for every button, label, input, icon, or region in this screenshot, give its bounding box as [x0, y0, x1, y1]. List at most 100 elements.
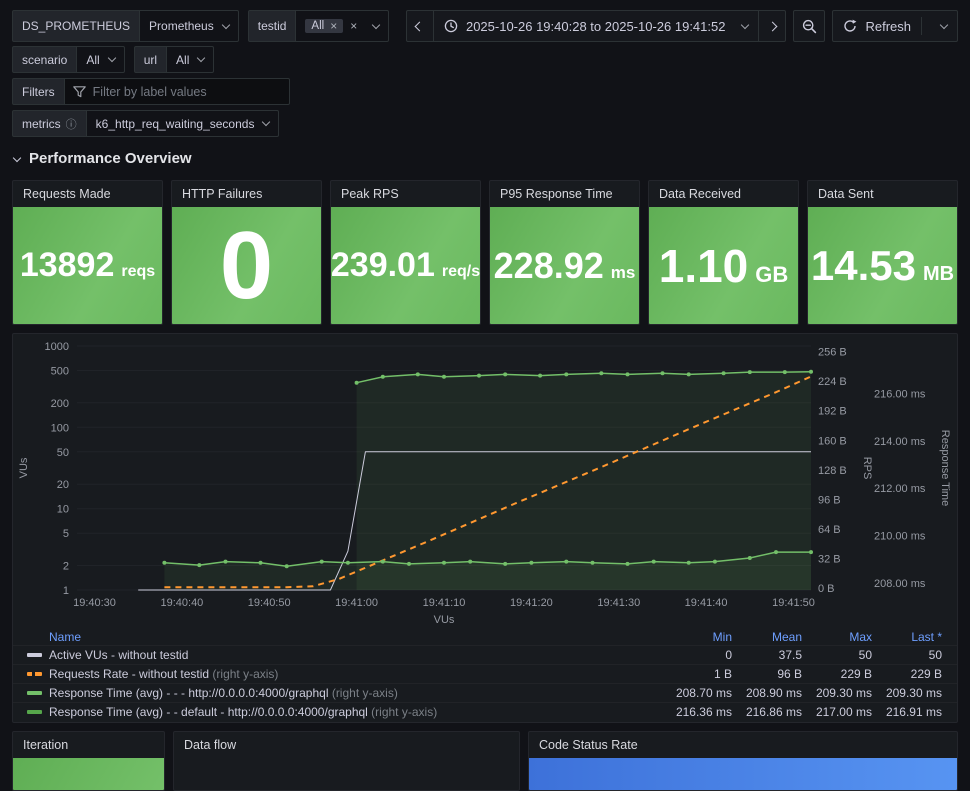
- stat-panel-p95-response-time: P95 Response Time 228.92 ms: [489, 180, 640, 325]
- var-label-ds-prometheus: DS_PROMETHEUS: [12, 10, 141, 42]
- svg-text:19:41:50: 19:41:50: [772, 597, 815, 609]
- clear-selection-icon[interactable]: ×: [350, 19, 358, 33]
- svg-text:10: 10: [57, 504, 69, 516]
- filter-funnel-icon: [72, 85, 86, 97]
- series-name: Response Time (avg) - - default - http:/…: [49, 705, 368, 719]
- stat-value: 228.92: [493, 244, 604, 286]
- svg-text:19:40:30: 19:40:30: [73, 597, 116, 609]
- svg-text:1000: 1000: [45, 341, 69, 353]
- var-select-testid[interactable]: All × ×: [295, 10, 390, 42]
- legend-col-mean[interactable]: Mean: [771, 629, 802, 644]
- panel-code-status-rate: Code Status Rate: [528, 731, 958, 791]
- chevron-down-icon: [221, 20, 230, 29]
- svg-text:19:40:40: 19:40:40: [160, 597, 203, 609]
- svg-text:210.00 ms: 210.00 ms: [874, 531, 926, 543]
- filters-input-box[interactable]: [63, 78, 290, 105]
- var-select-url[interactable]: All: [166, 46, 215, 73]
- svg-text:0 B: 0 B: [818, 583, 835, 595]
- svg-text:50: 50: [57, 447, 69, 459]
- stat-panel-http-failures: HTTP Failures 0: [171, 180, 322, 325]
- legend-min: 216.36 ms: [675, 705, 732, 719]
- svg-text:500: 500: [51, 366, 69, 378]
- stat-unit: req/s: [441, 263, 481, 280]
- svg-text:VUs: VUs: [18, 457, 30, 478]
- panel-title[interactable]: Peak RPS: [331, 181, 480, 207]
- iteration-stat-body: [13, 758, 164, 790]
- panel-title[interactable]: HTTP Failures: [172, 181, 321, 207]
- var-group-datasource: DS_PROMETHEUS Prometheus: [12, 10, 239, 42]
- svg-text:200: 200: [51, 398, 69, 410]
- testid-selected-chip[interactable]: All ×: [305, 19, 344, 33]
- panel-title[interactable]: Iteration: [13, 732, 164, 758]
- panel-title[interactable]: Data Received: [649, 181, 798, 207]
- series-color-swatch: [27, 653, 42, 657]
- panel-title[interactable]: Data Sent: [808, 181, 957, 207]
- svg-text:212.00 ms: 212.00 ms: [874, 483, 926, 495]
- refresh-button[interactable]: Refresh: [832, 10, 958, 42]
- timeseries-svg[interactable]: 1 2 5 10 20 50 100 200 500 1000 0 B 32 B 64 B 96 B 128…: [13, 334, 958, 628]
- legend-col-min[interactable]: Min: [712, 629, 732, 644]
- top-controls-row: DS_PROMETHEUS Prometheus testid All × × …: [12, 10, 958, 42]
- legend-row-requests-rate[interactable]: Requests Rate - without testid (right y-…: [13, 664, 957, 683]
- legend-last: 229 B: [910, 667, 942, 681]
- panel-title[interactable]: P95 Response Time: [490, 181, 639, 207]
- metrics-row: metrics ⓘ k6_http_req_waiting_seconds: [12, 110, 958, 137]
- filter-by-label-input[interactable]: [92, 84, 281, 99]
- panel-title-text: Data flow: [184, 738, 237, 752]
- stat-body: 228.92 ms: [490, 207, 639, 324]
- stat-value: 1.10: [658, 239, 749, 292]
- chart-legend: Name Min Mean Max Last * Active VUs - wi…: [13, 628, 957, 721]
- svg-text:1: 1: [63, 585, 69, 597]
- panel-title-text: Requests Made: [23, 187, 111, 201]
- legend-max: 50: [858, 648, 872, 662]
- zoom-out-time-button[interactable]: [793, 10, 826, 42]
- legend-max: 229 B: [840, 667, 872, 681]
- legend-row-response-time-1[interactable]: Response Time (avg) - - - http://0.0.0.0…: [13, 683, 957, 702]
- series-name: Requests Rate - without testid: [49, 667, 210, 681]
- chevron-down-icon: [939, 20, 949, 29]
- var-select-datasource[interactable]: Prometheus: [139, 10, 239, 42]
- stat-body: 14.53 MB: [808, 207, 957, 324]
- svg-text:128 B: 128 B: [818, 465, 847, 477]
- stat-unit: MB: [923, 262, 955, 285]
- legend-min: 208.70 ms: [675, 686, 732, 700]
- time-range-text: 2025-10-26 19:40:28 to 2025-10-26 19:41:…: [465, 18, 726, 34]
- panel-iteration: Iteration: [12, 731, 165, 791]
- section-title: Performance Overview: [29, 150, 192, 167]
- stat-unit: GB: [755, 261, 789, 287]
- time-range-picker[interactable]: 2025-10-26 19:40:28 to 2025-10-26 19:41:…: [432, 10, 760, 42]
- stat-panels-row: Requests Made 13892 reqs HTTP Failures 0 …: [12, 180, 958, 325]
- var-label-filters: Filters: [12, 78, 65, 105]
- svg-text:19:41:30: 19:41:30: [597, 597, 640, 609]
- svg-text:19:41:20: 19:41:20: [510, 597, 553, 609]
- legend-mean: 208.90 ms: [745, 686, 802, 700]
- panel-title[interactable]: Data flow: [174, 732, 519, 758]
- stat-body: 13892 reqs: [13, 207, 162, 324]
- legend-row-active-vus[interactable]: Active VUs - without testid 0 37.5 50 50: [13, 645, 957, 664]
- legend-col-last[interactable]: Last *: [911, 629, 942, 644]
- info-icon: ⓘ: [65, 118, 77, 131]
- stat-panel-peak-rps: Peak RPS 239.01 req/s: [330, 180, 481, 325]
- time-range-forward-button[interactable]: [758, 10, 787, 42]
- svg-text:19:41:00: 19:41:00: [335, 597, 378, 609]
- legend-row-response-time-2[interactable]: Response Time (avg) - - default - http:/…: [13, 702, 957, 721]
- var-select-metrics[interactable]: k6_http_req_waiting_seconds: [85, 110, 280, 137]
- panel-title-text: HTTP Failures: [182, 187, 263, 201]
- variables-row-2: scenario All url All: [12, 46, 958, 73]
- panel-title-text: Code Status Rate: [539, 738, 638, 752]
- panel-title-text: Data Received: [659, 187, 741, 201]
- section-row-performance-overview[interactable]: Performance Overview: [12, 150, 192, 167]
- series-color-swatch: [27, 691, 42, 695]
- var-select-scenario[interactable]: All: [76, 46, 125, 73]
- panel-title[interactable]: Requests Made: [13, 181, 162, 207]
- legend-col-name[interactable]: Name: [49, 629, 82, 644]
- testid-chip-value: All: [311, 20, 325, 32]
- panel-title[interactable]: Code Status Rate: [529, 732, 957, 758]
- legend-min: 0: [725, 648, 732, 662]
- time-range-back-button[interactable]: [405, 10, 434, 42]
- url-value: All: [176, 52, 190, 67]
- datasource-value: Prometheus: [149, 19, 214, 33]
- legend-col-max[interactable]: Max: [849, 629, 872, 644]
- chip-remove-icon[interactable]: ×: [330, 19, 338, 33]
- svg-text:214.00 ms: 214.00 ms: [874, 436, 926, 448]
